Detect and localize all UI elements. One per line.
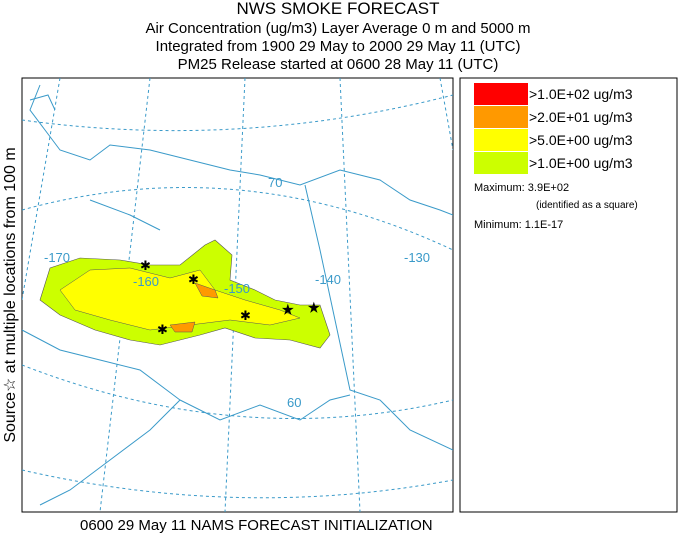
subtitle: Air Concentration (ug/m3) Layer Average … bbox=[146, 20, 531, 37]
coastline bbox=[29, 84, 453, 216]
subtitle: PM25 Release started at 0600 28 May 11 (… bbox=[178, 56, 499, 73]
graticule bbox=[22, 469, 453, 499]
svg-text:✱: ✱ bbox=[188, 272, 199, 287]
svg-text:✱: ✱ bbox=[240, 308, 251, 323]
legend-frame bbox=[459, 77, 678, 513]
legend-label: >5.0E+00 ug/m3 bbox=[529, 132, 633, 148]
graticule-label: -140 bbox=[315, 272, 341, 287]
graticule-label: -150 bbox=[224, 281, 250, 296]
legend-identified: (identified as a square) bbox=[536, 200, 638, 211]
graticule bbox=[339, 78, 361, 512]
graticule-label: 60 bbox=[287, 395, 301, 410]
legend-swatch bbox=[474, 129, 528, 151]
map: -170 -160 -150 -140 -130 70 60 ✱ ✱ ✱ ✱ ★ ★ bbox=[21, 77, 454, 513]
legend-minimum: Minimum: 1.1E-17 bbox=[474, 219, 563, 231]
graticule-label: -160 bbox=[133, 274, 159, 289]
legend-swatch bbox=[474, 83, 528, 105]
graticule-labels: -170 -160 -150 -140 -130 70 60 bbox=[44, 175, 430, 410]
border bbox=[304, 184, 453, 451]
legend-maximum: Maximum: 3.9E+02 bbox=[474, 182, 569, 194]
header: NWS SMOKE FORECAST Air Concentration (ug… bbox=[146, 0, 531, 73]
graticule bbox=[439, 78, 453, 151]
svg-text:✱: ✱ bbox=[140, 258, 151, 273]
legend-label: >1.0E+02 ug/m3 bbox=[529, 86, 633, 102]
graticule-label: -170 bbox=[44, 250, 70, 265]
coastline bbox=[29, 94, 161, 231]
graticule-label: -130 bbox=[404, 250, 430, 265]
legend-label: >2.0E+01 ug/m3 bbox=[529, 109, 633, 125]
coastline bbox=[22, 329, 351, 506]
legend-label: >1.0E+00 ug/m3 bbox=[529, 155, 633, 171]
svg-text:✱: ✱ bbox=[157, 322, 168, 337]
subtitle: Integrated from 1900 29 May to 2000 29 M… bbox=[156, 38, 521, 55]
graticule bbox=[22, 78, 61, 301]
graticule bbox=[22, 187, 453, 251]
side-label: Source☆ at multiple locations from 100 m bbox=[2, 147, 19, 442]
source-markers: ✱ ✱ ✱ ✱ ★ ★ bbox=[140, 258, 320, 337]
svg-text:★: ★ bbox=[308, 300, 320, 315]
plume bbox=[169, 282, 219, 333]
graticule-label: 70 bbox=[268, 175, 282, 190]
title: NWS SMOKE FORECAST bbox=[236, 0, 439, 18]
legend: >1.0E+02 ug/m3 >2.0E+01 ug/m3 >5.0E+00 ug/… bbox=[459, 77, 678, 513]
svg-text:★: ★ bbox=[282, 302, 294, 317]
plume bbox=[59, 267, 301, 331]
legend-swatch bbox=[474, 106, 528, 128]
graticule bbox=[22, 94, 453, 132]
legend-swatch bbox=[474, 152, 528, 174]
footer: 0600 29 May 11 NAMS FORECAST INITIALIZAT… bbox=[80, 517, 433, 534]
graticule bbox=[22, 364, 453, 420]
